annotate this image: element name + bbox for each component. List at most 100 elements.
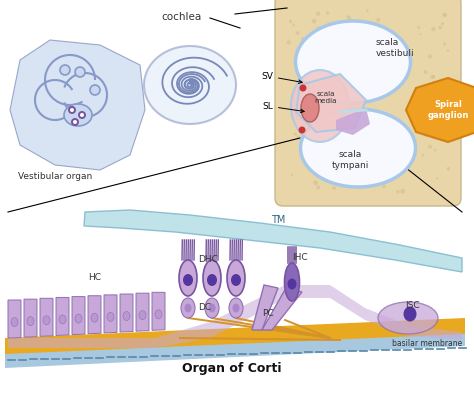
Polygon shape — [56, 297, 69, 335]
Circle shape — [428, 145, 432, 149]
Circle shape — [75, 67, 85, 77]
Ellipse shape — [155, 310, 162, 319]
Ellipse shape — [59, 315, 66, 324]
Circle shape — [442, 13, 447, 17]
Polygon shape — [24, 299, 37, 337]
Circle shape — [294, 133, 297, 136]
Circle shape — [419, 33, 421, 35]
Circle shape — [299, 126, 306, 133]
Text: SV: SV — [261, 72, 302, 84]
Circle shape — [434, 149, 437, 151]
Text: Vestibular organ: Vestibular organ — [18, 172, 92, 181]
Polygon shape — [120, 294, 133, 332]
Circle shape — [368, 184, 371, 187]
Polygon shape — [5, 318, 465, 356]
Circle shape — [309, 139, 312, 142]
Polygon shape — [88, 296, 101, 334]
Polygon shape — [8, 300, 21, 338]
Circle shape — [73, 120, 77, 124]
Circle shape — [302, 125, 305, 128]
Polygon shape — [262, 288, 302, 330]
Text: Organ of Corti: Organ of Corti — [182, 362, 282, 375]
Ellipse shape — [43, 316, 50, 325]
Text: Spiral
ganglion: Spiral ganglion — [428, 100, 469, 120]
Ellipse shape — [64, 104, 92, 126]
Ellipse shape — [233, 303, 239, 312]
Ellipse shape — [288, 278, 297, 289]
Text: scala
tympani: scala tympani — [331, 150, 369, 170]
Text: SL: SL — [262, 101, 304, 113]
Ellipse shape — [91, 313, 98, 322]
Polygon shape — [84, 210, 462, 272]
Circle shape — [439, 133, 443, 136]
Circle shape — [396, 190, 400, 194]
Text: scala
vestibuli: scala vestibuli — [376, 38, 415, 58]
Polygon shape — [136, 293, 149, 331]
Circle shape — [90, 85, 100, 95]
Text: TM: TM — [271, 215, 285, 225]
Ellipse shape — [181, 298, 195, 318]
Circle shape — [322, 171, 326, 174]
Ellipse shape — [179, 260, 197, 296]
FancyBboxPatch shape — [275, 0, 461, 206]
Ellipse shape — [291, 70, 349, 142]
Circle shape — [430, 105, 433, 108]
Polygon shape — [252, 285, 278, 330]
Ellipse shape — [11, 318, 18, 326]
Text: IHC: IHC — [292, 253, 308, 263]
Circle shape — [369, 24, 372, 27]
Ellipse shape — [107, 312, 114, 322]
Circle shape — [428, 54, 432, 59]
Circle shape — [443, 42, 446, 45]
Ellipse shape — [403, 307, 417, 322]
Ellipse shape — [209, 303, 216, 312]
Text: cochlea: cochlea — [162, 12, 202, 22]
Circle shape — [436, 177, 438, 180]
Circle shape — [430, 75, 435, 79]
Circle shape — [289, 20, 292, 23]
Circle shape — [317, 26, 320, 30]
Polygon shape — [296, 74, 366, 132]
Circle shape — [366, 10, 369, 12]
Polygon shape — [40, 298, 53, 336]
Circle shape — [401, 51, 405, 55]
Ellipse shape — [301, 109, 416, 187]
Circle shape — [384, 165, 386, 167]
Text: DHC: DHC — [198, 255, 218, 265]
Circle shape — [300, 84, 307, 91]
Circle shape — [438, 26, 442, 30]
Circle shape — [388, 30, 393, 34]
Circle shape — [405, 50, 407, 52]
Ellipse shape — [207, 274, 217, 286]
Circle shape — [346, 15, 351, 19]
Circle shape — [341, 171, 346, 176]
Polygon shape — [5, 334, 465, 368]
Circle shape — [304, 151, 308, 154]
Polygon shape — [104, 295, 117, 333]
Ellipse shape — [227, 260, 245, 296]
Circle shape — [400, 189, 405, 194]
Circle shape — [432, 75, 436, 78]
Ellipse shape — [144, 46, 236, 124]
Ellipse shape — [229, 298, 243, 318]
Circle shape — [302, 65, 305, 69]
Circle shape — [378, 175, 382, 179]
Ellipse shape — [203, 260, 221, 296]
Circle shape — [326, 11, 329, 15]
Circle shape — [291, 174, 293, 176]
Polygon shape — [8, 285, 462, 348]
Circle shape — [78, 111, 86, 119]
Ellipse shape — [184, 303, 191, 312]
Circle shape — [444, 13, 447, 16]
Circle shape — [316, 185, 320, 189]
Polygon shape — [336, 108, 370, 135]
Text: PC: PC — [262, 310, 274, 318]
Circle shape — [295, 31, 299, 35]
Ellipse shape — [139, 311, 146, 320]
Text: ISC: ISC — [405, 301, 419, 310]
Circle shape — [310, 44, 312, 46]
Ellipse shape — [205, 298, 219, 318]
Text: basilar membrane: basilar membrane — [392, 339, 462, 348]
Circle shape — [433, 80, 435, 83]
Ellipse shape — [378, 302, 438, 334]
